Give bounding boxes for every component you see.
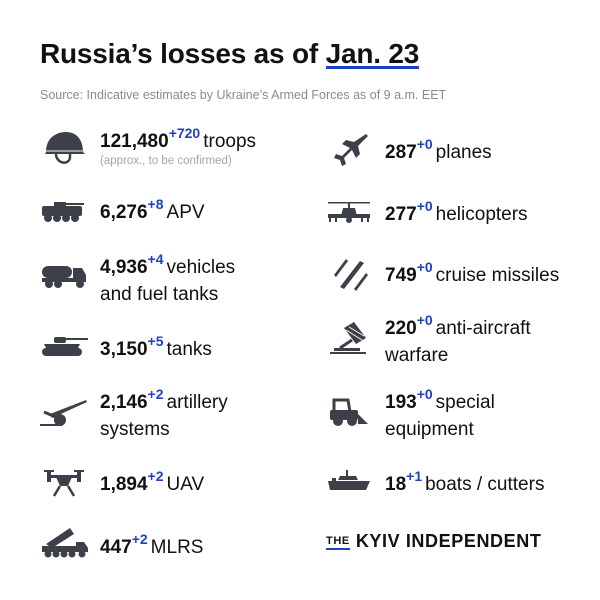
missiles-label: cruise missiles: [435, 265, 560, 286]
helmet-icon: [42, 130, 88, 168]
apv-icon: [40, 198, 88, 226]
apv-label: APV: [166, 202, 205, 223]
helicopters-value: 277: [385, 204, 417, 225]
uav-value: 1,894: [100, 474, 148, 495]
boats-value: 18: [385, 474, 407, 495]
special-delta: +0: [416, 386, 433, 402]
plane-icon: [330, 132, 370, 168]
planes-delta: +0: [416, 136, 433, 152]
tanks-value: 3,150: [100, 339, 148, 360]
tank-icon: [40, 334, 90, 358]
helicopters-delta: +0: [416, 198, 433, 214]
vehicles-label-2: and fuel tanks: [100, 284, 219, 305]
anti-aircraft-value: 220: [385, 318, 417, 339]
title-prefix: Russia’s losses as of: [40, 38, 326, 69]
tanks-label: tanks: [166, 339, 212, 360]
special-label: special: [435, 392, 495, 413]
artillery-label-2: systems: [100, 419, 170, 440]
troops-note: (approx., to be confirmed): [100, 155, 232, 167]
uav-label: UAV: [166, 474, 205, 495]
troops-delta: +720: [168, 125, 201, 141]
artillery-label: artillery: [166, 392, 228, 413]
special-label-2: equipment: [385, 419, 474, 440]
anti-aircraft-delta: +0: [416, 312, 433, 328]
mlrs-delta: +2: [131, 531, 148, 547]
vehicles-label: vehicles: [166, 257, 236, 278]
troops-label: troops: [203, 131, 257, 152]
mlrs-label: MLRS: [150, 537, 204, 558]
helicopters-label: helicopters: [435, 204, 528, 225]
artillery-icon: [40, 398, 90, 428]
helicopter-icon: [326, 198, 372, 226]
artillery-value: 2,146: [100, 392, 148, 413]
artillery-delta: +2: [147, 386, 164, 402]
page-title: Russia’s losses as of Jan. 23: [40, 38, 419, 70]
source-note: Source: Indicative estimates by Ukraine’…: [40, 88, 447, 102]
planes-value: 287: [385, 142, 417, 163]
logo-the: THE: [326, 535, 350, 550]
missiles-value: 749: [385, 265, 417, 286]
mlrs-value: 447: [100, 537, 132, 558]
ship-icon: [326, 468, 372, 492]
apv-delta: +8: [147, 196, 164, 212]
special-value: 193: [385, 392, 417, 413]
logo-name: KYIV INDEPENDENT: [355, 531, 542, 551]
vehicles-value: 4,936: [100, 257, 148, 278]
missile-icon: [330, 253, 370, 293]
fuel-truck-icon: [40, 262, 88, 290]
anti-aircraft-label: anti-aircraft: [435, 318, 531, 339]
troops-value: 121,480: [100, 131, 169, 152]
kyiv-independent-logo: THE KYIV INDEPENDENT: [326, 531, 541, 552]
vehicles-delta: +4: [147, 251, 164, 267]
planes-label: planes: [435, 142, 492, 163]
boats-label: boats / cutters: [425, 474, 545, 495]
title-date: Jan. 23: [325, 38, 420, 69]
uav-delta: +2: [147, 468, 164, 484]
loader-icon: [328, 396, 370, 428]
mlrs-icon: [40, 526, 90, 560]
tanks-delta: +5: [147, 333, 164, 349]
anti-aircraft-label-2: warfare: [385, 345, 449, 366]
apv-value: 6,276: [100, 202, 148, 223]
missiles-delta: +0: [416, 259, 433, 275]
anti-aircraft-icon: [328, 320, 370, 356]
drone-icon: [42, 468, 86, 498]
boats-delta: +1: [406, 468, 423, 484]
